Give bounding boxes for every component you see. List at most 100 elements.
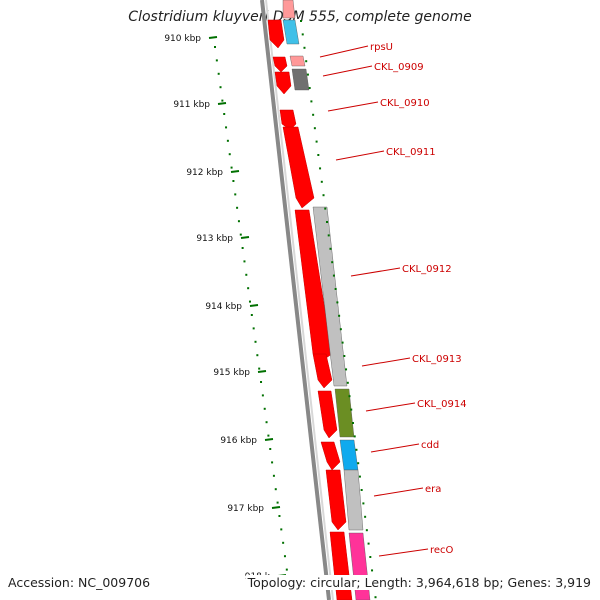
minor-tick (332, 274, 335, 277)
kbp-tick-label: 912 kbp (186, 168, 223, 178)
minor-tick (338, 314, 341, 317)
minor-tick (365, 529, 368, 532)
gene-arrow (282, 126, 315, 209)
kbp-tick-mark (240, 236, 250, 239)
minor-tick (350, 408, 353, 411)
gene-label: CKL_0913 (412, 354, 462, 365)
kbp-tick-mark (271, 506, 281, 509)
minor-tick (331, 261, 334, 264)
minor-tick (322, 194, 325, 197)
minor-tick (305, 60, 308, 63)
minor-tick (237, 220, 240, 223)
minor-tick (343, 355, 346, 357)
minor-tick (364, 515, 367, 518)
minor-tick (308, 87, 311, 89)
gene-label: cdd (421, 440, 439, 451)
gene-label: CKL_0914 (417, 399, 467, 410)
minor-tick (225, 126, 228, 129)
minor-tick (336, 301, 339, 304)
kbp-tick-mark (208, 36, 218, 39)
minor-tick (306, 73, 309, 76)
minor-tick (276, 501, 279, 504)
gene-CKL_0914 (334, 388, 355, 438)
minor-tick (215, 59, 218, 62)
minor-tick (271, 461, 274, 464)
minor-tick (248, 300, 251, 303)
minor-tick (353, 435, 356, 438)
kbp-tick-mark (249, 304, 259, 307)
minor-tick (274, 488, 277, 491)
backbone-line (260, 0, 331, 600)
gene-arrow (320, 441, 341, 471)
gene-label-leader (327, 101, 379, 112)
minor-tick (252, 327, 255, 330)
minor-tick (334, 288, 337, 290)
minor-tick (285, 568, 288, 571)
minor-tick (282, 541, 285, 544)
minor-tick (320, 180, 323, 183)
minor-tick (267, 434, 270, 437)
gene-label: CKL_0912 (402, 264, 452, 275)
gene-arrow (325, 469, 347, 531)
minor-tick (329, 247, 332, 250)
minor-tick (258, 367, 261, 370)
minor-tick (313, 127, 316, 130)
minor-tick (360, 489, 363, 491)
minor-tick (317, 154, 320, 156)
minor-tick (346, 381, 349, 384)
minor-tick (357, 462, 360, 465)
minor-tick (256, 354, 259, 357)
minor-tick (362, 502, 365, 505)
minor-tick (339, 328, 342, 331)
kbp-tick-mark (257, 370, 267, 373)
tick-dots (214, 20, 377, 599)
gene-label: CKL_0910 (380, 98, 430, 109)
minor-tick (371, 569, 374, 572)
minor-tick (260, 381, 263, 383)
minor-tick (310, 100, 313, 103)
minor-tick (367, 542, 370, 545)
minor-tick (312, 113, 315, 116)
minor-tick (351, 422, 354, 424)
minor-tick (327, 234, 330, 237)
gene-cdd (339, 439, 359, 471)
minor-tick (228, 153, 231, 156)
minor-tick (221, 99, 224, 102)
gene-label-leader (335, 150, 385, 161)
minor-tick (234, 193, 237, 196)
minor-tick (272, 474, 275, 477)
minor-tick (243, 260, 246, 263)
kbp-tick-label: 914 kbp (205, 302, 242, 312)
minor-tick (303, 46, 306, 49)
minor-tick (345, 368, 348, 371)
minor-tick (217, 72, 220, 75)
kbp-tick-label: 917 kbp (227, 504, 264, 514)
minor-tick (239, 233, 242, 236)
minor-tick (348, 395, 351, 398)
gene-arrow (312, 353, 333, 389)
gene-CKL_0912 (312, 206, 348, 387)
gene-arrow (317, 390, 338, 439)
minor-tick (223, 113, 226, 115)
minor-tick (315, 140, 318, 143)
minor-tick (325, 221, 328, 223)
gene-rpsU-cap (282, 0, 296, 19)
minor-tick (230, 166, 233, 169)
map-title: Clostridium kluyveri DSM 555, complete g… (128, 9, 472, 25)
kbp-tick-label: 915 kbp (213, 368, 250, 378)
kbp-tick-label: 916 kbp (220, 436, 257, 446)
minor-tick (232, 180, 235, 182)
backbone-line-inner (265, 0, 334, 600)
gene-label: era (425, 484, 441, 495)
minor-tick (261, 394, 264, 397)
minor-tick (269, 448, 272, 450)
kbp-tick-label: 911 kbp (173, 100, 210, 110)
minor-tick (241, 247, 244, 249)
gene-label: CKL_0909 (374, 62, 424, 73)
reverse-strand-genes (267, 19, 353, 600)
minor-tick (280, 528, 283, 531)
gene-rpsU (282, 19, 300, 45)
kbp-tick-mark (217, 102, 227, 105)
minor-tick (219, 86, 222, 89)
